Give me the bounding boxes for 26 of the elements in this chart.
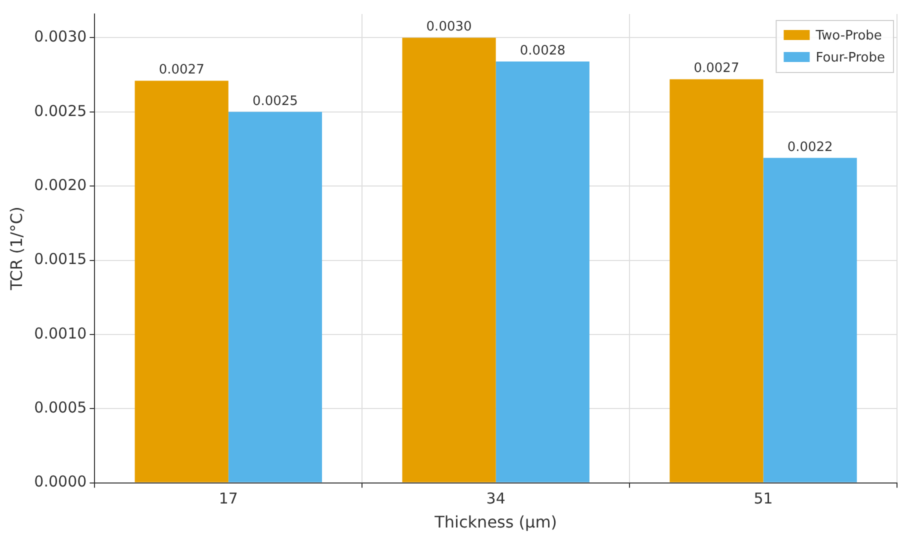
- y-tick-label: 0.0020: [34, 176, 87, 194]
- bar: [228, 112, 322, 482]
- x-tick-label: 17: [218, 490, 238, 508]
- y-axis-title: TCR (1/°C): [6, 206, 26, 292]
- y-tick-label: 0.0030: [34, 28, 87, 46]
- bar: [763, 158, 857, 482]
- bar: [402, 38, 496, 482]
- x-tick-label: 51: [754, 490, 773, 508]
- legend-label: Four-Probe: [816, 50, 886, 66]
- data-label: 0.0025: [252, 94, 298, 109]
- y-tick-label: 0.0025: [34, 102, 87, 120]
- data-label: 0.0028: [520, 43, 566, 58]
- bar: [134, 80, 228, 482]
- y-tick-label: 0.0005: [34, 398, 87, 417]
- bar: [496, 61, 590, 482]
- x-tick-label: 34: [486, 490, 506, 508]
- data-label: 0.0022: [787, 140, 833, 155]
- data-label: 0.0030: [426, 20, 472, 35]
- data-label: 0.0027: [158, 62, 204, 78]
- legend-label: Two-Probe: [814, 28, 882, 44]
- data-label: 0.0027: [694, 61, 740, 76]
- y-tick-label: 0.0015: [34, 250, 87, 268]
- x-axis-title: Thickness (µm): [434, 512, 558, 532]
- y-tick-label: 0.0010: [34, 324, 87, 342]
- bar: [670, 79, 764, 482]
- y-tick-label: 0.0000: [34, 472, 87, 491]
